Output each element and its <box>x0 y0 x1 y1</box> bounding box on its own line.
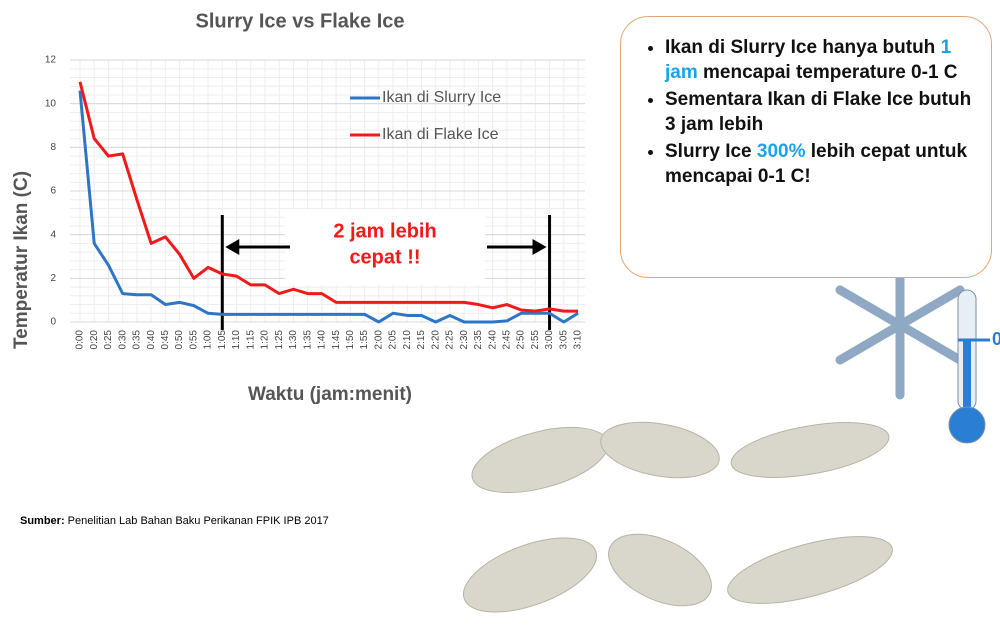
x-tick-label: 0:20 <box>89 330 100 350</box>
y-tick-label: 2 <box>50 273 56 284</box>
source-label: Sumber: <box>20 515 65 527</box>
x-tick-label: 1:25 <box>274 330 285 350</box>
x-tick-label: 2:15 <box>416 330 427 350</box>
x-tick-label: 2:20 <box>430 330 441 350</box>
x-tick-label: 0:55 <box>188 330 199 350</box>
chart-title: Slurry Ice vs Flake Ice <box>195 10 404 32</box>
y-tick-label: 6 <box>50 186 56 197</box>
x-tick-label: 0:50 <box>174 330 185 350</box>
x-tick-label: 1:00 <box>203 330 214 350</box>
x-tick-label: 0:30 <box>117 330 128 350</box>
highlight: 300% <box>757 141 806 162</box>
x-tick-label: 0:25 <box>103 330 114 350</box>
annotation: cepat !! <box>349 246 420 268</box>
x-tick-label: 2:30 <box>459 330 470 350</box>
bullet: Sementara Ikan di Flake Ice butuh 3 jam … <box>665 87 977 137</box>
x-tick-label: 2:05 <box>388 330 399 350</box>
x-tick-label: 2:25 <box>445 330 456 350</box>
legend-label: Ikan di Flake Ice <box>382 126 499 143</box>
slide: Slurry Ice vs Flake Ice Temperatur Ikan … <box>0 0 1000 639</box>
bullet-text: mencapai temperature 0-1 C <box>698 62 958 83</box>
x-tick-label: 1:35 <box>302 330 313 350</box>
y-tick-label: 4 <box>50 229 56 240</box>
y-tick-label: 10 <box>45 98 57 109</box>
y-tick-label: 8 <box>50 142 56 153</box>
x-tick-label: 1:40 <box>317 330 328 350</box>
x-tick-label: 2:35 <box>473 330 484 350</box>
x-tick-label: 2:55 <box>530 330 541 350</box>
thermometer-icon <box>949 290 990 443</box>
x-tick-label: 2:50 <box>516 330 527 350</box>
x-tick-label: 1:55 <box>359 330 370 350</box>
x-tick-label: 0:40 <box>146 330 157 350</box>
x-tick-label: 2:10 <box>402 330 413 350</box>
x-tick-label: 3:05 <box>558 330 569 350</box>
bullet: Ikan di Slurry Ice hanya butuh 1 jam men… <box>665 35 977 85</box>
source: Sumber: Penelitian Lab Bahan Baku Perika… <box>20 515 329 527</box>
info-box: Ikan di Slurry Ice hanya butuh 1 jam men… <box>620 16 992 278</box>
thermometer-label: 0 <box>992 329 1000 349</box>
bullet-text: Ikan di Slurry Ice hanya butuh <box>665 37 941 58</box>
y-tick-label: 12 <box>45 55 57 66</box>
x-tick-label: 2:00 <box>373 330 384 350</box>
x-tick-label: 2:40 <box>487 330 498 350</box>
x-tick-label: 1:20 <box>260 330 271 350</box>
x-tick-label: 1:10 <box>231 330 242 350</box>
x-tick-label: 1:30 <box>288 330 299 350</box>
bullet: Slurry Ice 300% lebih cepat untuk mencap… <box>665 139 977 189</box>
legend-label: Ikan di Slurry Ice <box>382 89 501 106</box>
bullet-list: Ikan di Slurry Ice hanya butuh 1 jam men… <box>631 35 977 189</box>
x-tick-label: 1:50 <box>345 330 356 350</box>
x-axis-label: Waktu (jam:menit) <box>248 384 412 405</box>
shrimp-photo <box>454 412 899 627</box>
bullet-text: Slurry Ice <box>665 141 757 162</box>
x-tick-label: 3:00 <box>544 330 555 350</box>
x-tick-label: 1:45 <box>331 330 342 350</box>
x-tick-label: 2:45 <box>501 330 512 350</box>
x-tick-label: 0:35 <box>132 330 143 350</box>
x-tick-label: 3:10 <box>573 330 584 350</box>
x-tick-label: 1:05 <box>217 330 228 350</box>
y-axis-label: Temperatur Ikan (C) <box>11 171 32 349</box>
source-text: Penelitian Lab Bahan Baku Perikanan FPIK… <box>65 515 329 527</box>
x-tick-label: 1:15 <box>245 330 256 350</box>
y-tick-label: 0 <box>50 317 56 328</box>
bullet-text: Sementara Ikan di Flake Ice butuh 3 jam … <box>665 89 971 135</box>
x-tick-label: 0:45 <box>160 330 171 350</box>
annotation: 2 jam lebih <box>333 220 436 242</box>
x-tick-label: 0:00 <box>75 330 86 350</box>
